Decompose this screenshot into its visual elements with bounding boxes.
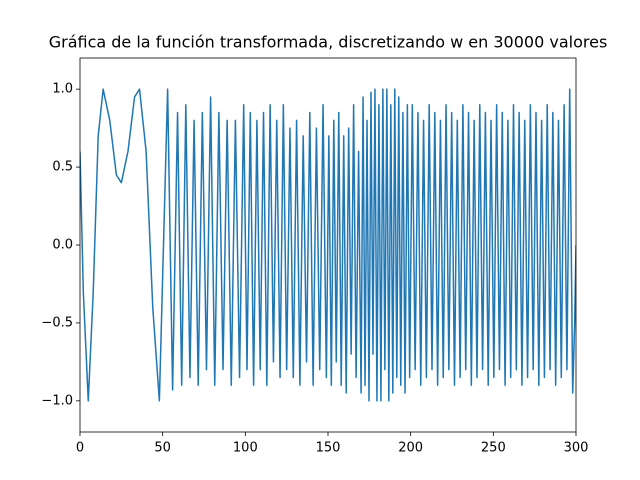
x-tick-label: 250	[481, 441, 506, 456]
x-tick-label: 100	[233, 441, 258, 456]
x-tick-label: 50	[154, 441, 171, 456]
y-tick-label: 0.0	[52, 238, 73, 253]
y-tick-label: 0.5	[52, 160, 73, 175]
y-tick-label: −0.5	[41, 315, 73, 330]
data-line	[80, 88, 576, 402]
y-tick-label: −1.0	[41, 393, 73, 408]
x-tick-label: 150	[316, 441, 341, 456]
chart-title: Gráfica de la función transformada, disc…	[49, 33, 608, 52]
x-tick-label: 300	[564, 441, 589, 456]
x-tick-label: 0	[76, 441, 84, 456]
y-tick-label: 1.0	[52, 82, 73, 97]
plot-frame	[79, 57, 577, 433]
x-tick-label: 200	[398, 441, 423, 456]
